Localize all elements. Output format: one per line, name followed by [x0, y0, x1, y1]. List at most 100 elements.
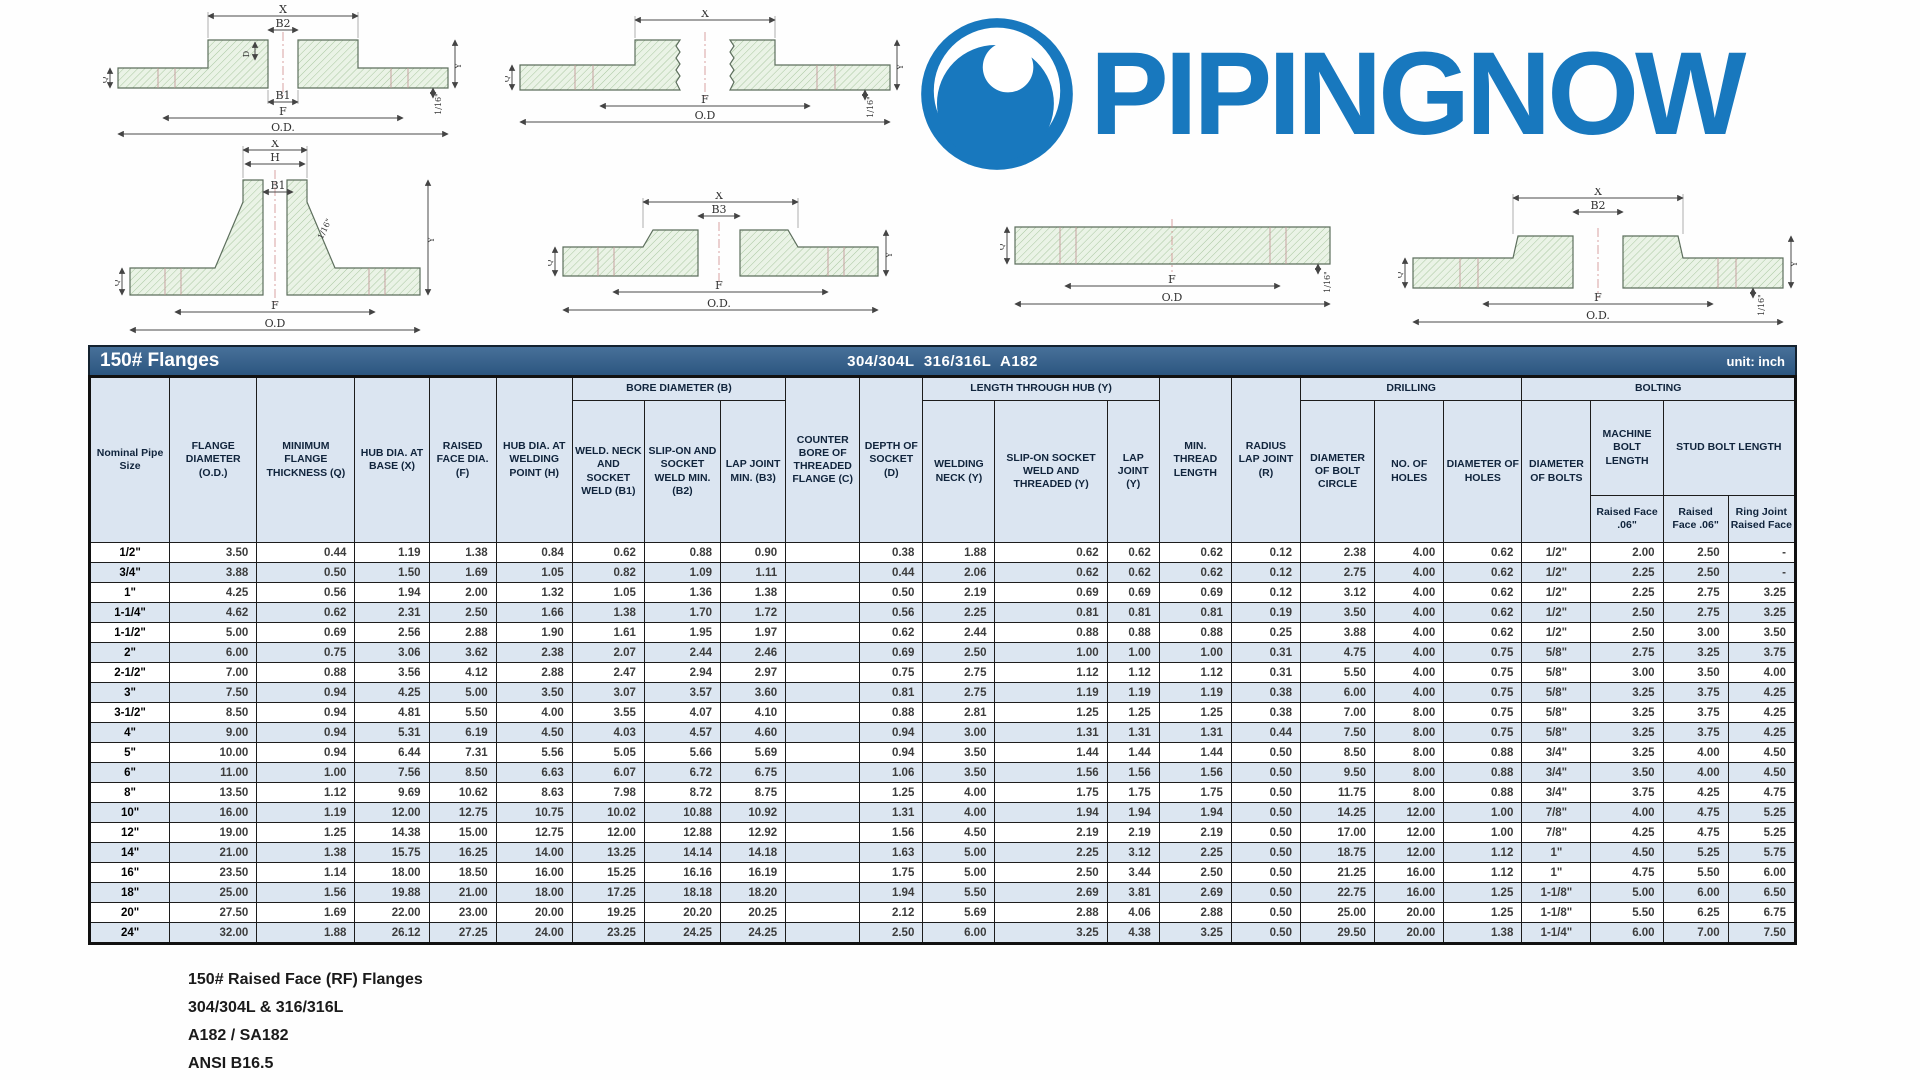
cell — [785, 702, 861, 723]
cell: 0.75 — [1443, 662, 1523, 683]
cell — [785, 922, 861, 944]
cell: 8.00 — [1374, 782, 1445, 803]
col-nominal: Nominal Pipe Size — [88, 376, 171, 543]
col-stud-raised-face: Raised Face .06" — [1662, 495, 1729, 543]
cell: 1.38 — [256, 842, 356, 863]
cell — [785, 642, 861, 663]
table-row: 2-1/2" 7.00 0.88 3.56 4.12 2.88 2.47 2.94 2.97 0.… — [88, 662, 1797, 683]
cell: 1.12 — [1443, 862, 1523, 883]
cell: 0.94 — [859, 742, 924, 763]
cell: 1.06 — [859, 762, 924, 783]
cell: 4.07 — [643, 702, 722, 723]
cell: 0.88 — [643, 542, 722, 563]
cell: 14.18 — [720, 842, 787, 863]
cell — [785, 842, 861, 863]
cell: 5.69 — [720, 742, 787, 763]
cell: 0.62 — [1106, 542, 1160, 563]
cell: 1.44 — [1158, 742, 1232, 763]
cell: 2.25 — [922, 602, 996, 623]
footnote-line: 150# Raised Face (RF) Flanges — [188, 971, 423, 988]
row-size-label: 1/2" — [88, 542, 171, 563]
cell: 2.69 — [1158, 882, 1232, 903]
cell: 0.50 — [1230, 742, 1301, 763]
cell: 19.00 — [169, 822, 258, 843]
cell: 1.38 — [720, 582, 787, 603]
cell: 3.25 — [1727, 582, 1797, 603]
cell: 4.75 — [1590, 862, 1664, 883]
cell: 4.00 — [1374, 582, 1445, 603]
cell: 2.50 — [1590, 622, 1664, 643]
cell: 2.50 — [1158, 862, 1232, 883]
cell: 2.07 — [571, 642, 645, 663]
cell: 0.56 — [859, 602, 924, 623]
cell: 8.63 — [495, 782, 573, 803]
cell: 2.97 — [720, 662, 787, 683]
cell: 8.50 — [169, 702, 258, 723]
cell: 0.75 — [1443, 682, 1523, 703]
cell: 6.19 — [428, 722, 497, 743]
cell: 12.00 — [354, 802, 430, 823]
cell: 3.25 — [1727, 602, 1797, 623]
cell: 2.75 — [1662, 602, 1729, 623]
cell: 18.50 — [428, 862, 497, 883]
cell: 12.75 — [428, 802, 497, 823]
cell: 7/8" — [1521, 802, 1592, 823]
cell: 12.00 — [1374, 822, 1445, 843]
cell — [785, 862, 861, 883]
cell: 0.62 — [1158, 542, 1232, 563]
cell: 1/2" — [1521, 542, 1592, 563]
cell: 3.81 — [1106, 882, 1160, 903]
cell: 12.00 — [1374, 802, 1445, 823]
cell: 0.50 — [1230, 862, 1301, 883]
cell: 1.00 — [994, 642, 1108, 663]
cell: 0.94 — [256, 742, 356, 763]
cell: 0.88 — [1443, 782, 1523, 803]
table-row: 12" 19.00 1.25 14.38 15.00 12.75 12.00 12.88 12.… — [88, 822, 1797, 843]
cell: 1.44 — [994, 742, 1108, 763]
cell: 2.75 — [1662, 582, 1729, 603]
cell: 6.00 — [1590, 922, 1664, 944]
table-row: 10" 16.00 1.19 12.00 12.75 10.75 10.02 10.88 10.… — [88, 802, 1797, 823]
cell — [785, 762, 861, 783]
cell: 1.88 — [256, 922, 356, 944]
cell: 4.00 — [922, 782, 996, 803]
cell: 1.19 — [1158, 682, 1232, 703]
dim-label: X — [715, 192, 723, 202]
cell: 3.00 — [922, 722, 996, 743]
lap-joint-flange-drawing: X B3 Q F O.D. Y — [548, 192, 894, 314]
cell: 1.12 — [1443, 842, 1523, 863]
cell: 4.00 — [1662, 762, 1729, 783]
cell: - — [1727, 542, 1797, 563]
cell: 10.92 — [720, 802, 787, 823]
cell: 2.75 — [1299, 562, 1376, 583]
table-row: 24" 32.00 1.88 26.12 27.25 24.00 23.25 24.25 24.… — [88, 922, 1797, 944]
cell: 1.61 — [571, 622, 645, 643]
table-row: 2" 6.00 0.75 3.06 3.62 2.38 2.07 2.44 2.46 0.69 2.… — [88, 642, 1797, 663]
dim-label: Y — [1790, 261, 1798, 268]
cell: 1" — [1521, 842, 1592, 863]
row-size-label: 12" — [88, 822, 171, 843]
cell: 0.50 — [859, 582, 924, 603]
cell: 12.92 — [720, 822, 787, 843]
dim-label: O.D — [1162, 291, 1183, 304]
cell: 1-1/8" — [1521, 902, 1592, 923]
cell: 5.25 — [1727, 802, 1797, 823]
cell: 3.75 — [1590, 782, 1664, 803]
cell: 3.50 — [922, 762, 996, 783]
col-flange-od: FLANGE DIAMETER (O.D.) — [169, 376, 258, 543]
row-size-label: 24" — [88, 922, 171, 944]
cell: 3.25 — [994, 922, 1108, 944]
cell: 1.94 — [994, 802, 1108, 823]
cell: 2.44 — [922, 622, 996, 643]
cell: 0.50 — [1230, 922, 1301, 944]
cell: 8.00 — [1374, 762, 1445, 783]
cell: 0.62 — [1158, 562, 1232, 583]
dim-label: O.D. — [1586, 309, 1610, 322]
dim-label: X — [271, 140, 279, 150]
cell: 2.94 — [643, 662, 722, 683]
cell: 1.00 — [1158, 642, 1232, 663]
cell: 4.38 — [1106, 922, 1160, 944]
table-row: 14" 21.00 1.38 15.75 16.25 14.00 13.25 14.14 14.… — [88, 842, 1797, 863]
cell: 5/8" — [1521, 702, 1592, 723]
